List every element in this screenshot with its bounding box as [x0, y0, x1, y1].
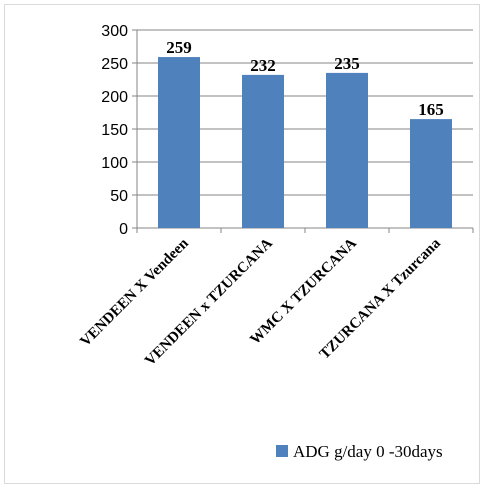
legend-swatch	[276, 445, 288, 457]
y-tick-label: 100	[101, 155, 128, 172]
legend-label: ADG g/day 0 -30days	[293, 442, 443, 461]
y-tick-label: 0	[119, 221, 128, 238]
data-label: 235	[334, 54, 360, 73]
y-tick-label: 300	[101, 23, 128, 40]
y-tick-label: 200	[101, 89, 128, 106]
bar	[242, 74, 284, 228]
legend: ADG g/day 0 -30days	[276, 442, 443, 461]
bar	[326, 72, 368, 229]
y-tick-labels: 0 50 100 150 200 250 300	[101, 23, 128, 238]
y-tick-label: 250	[101, 56, 128, 73]
data-label: 165	[418, 100, 444, 119]
bar	[158, 57, 200, 229]
data-label: 259	[166, 38, 192, 57]
bar	[410, 119, 452, 228]
y-tick-label: 50	[110, 188, 128, 205]
data-labels: 259 232 235 165	[166, 38, 444, 119]
axes	[132, 29, 474, 233]
data-label: 232	[250, 56, 276, 75]
y-tick-label: 150	[101, 122, 128, 139]
bars	[158, 57, 452, 229]
